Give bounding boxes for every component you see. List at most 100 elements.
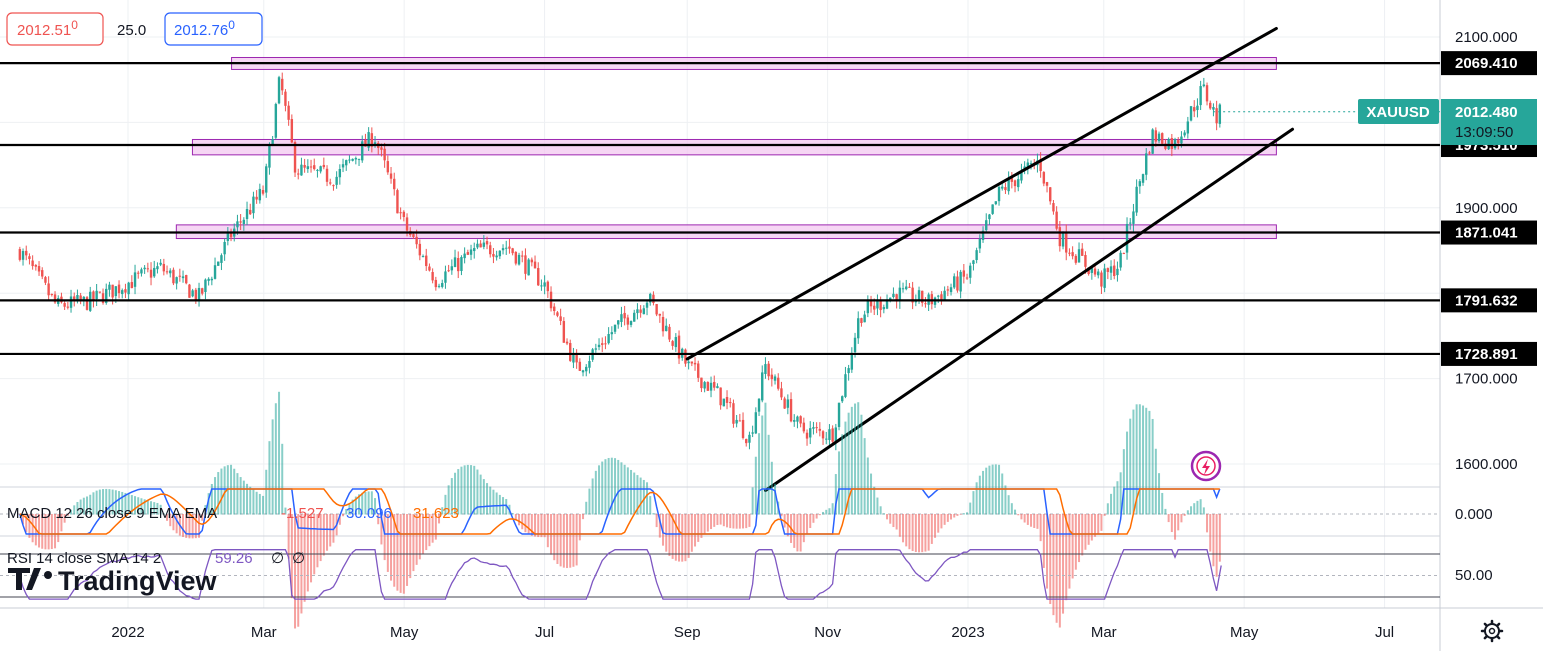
macd-pane — [0, 391, 1440, 629]
lightning-icon[interactable] — [1190, 450, 1222, 482]
candle-body — [482, 242, 486, 247]
candle-body — [658, 313, 662, 316]
candle-body — [866, 301, 870, 314]
candle-body — [1068, 252, 1071, 254]
candle-body — [1199, 86, 1202, 106]
macd-histogram-bar — [1158, 473, 1161, 515]
macd-histogram-bar — [1106, 503, 1109, 515]
candle-body — [201, 288, 204, 294]
macd-histogram-bar — [28, 514, 31, 538]
candle-body — [405, 217, 409, 231]
candle-body — [373, 142, 377, 146]
ask-box[interactable] — [164, 12, 263, 46]
candle-body — [453, 257, 457, 267]
candle-body — [473, 248, 476, 252]
macd-histogram-bar — [873, 486, 876, 515]
macd-histogram-bar — [143, 499, 146, 515]
candle-body — [553, 306, 556, 312]
candle-body — [645, 302, 649, 308]
candle-body — [1154, 130, 1158, 142]
macd-histogram-bar — [1135, 404, 1138, 515]
macd-histogram-bar — [310, 514, 313, 583]
macd-histogram-bar — [130, 495, 133, 515]
macd-histogram-bar — [614, 458, 617, 515]
bid-box[interactable] — [6, 12, 104, 46]
candle-body — [92, 291, 95, 301]
macd-histogram-bar — [524, 514, 527, 533]
macd-histogram-bar — [518, 514, 521, 526]
candle-body — [441, 283, 444, 287]
candle-body — [741, 419, 745, 438]
grid-lines — [0, 0, 1440, 608]
candle-body — [853, 337, 857, 353]
candle-body — [1202, 84, 1206, 87]
macd-histogram-bar — [329, 514, 332, 547]
candle-body — [1071, 252, 1074, 257]
candle-body — [668, 326, 671, 340]
macd-histogram-bar — [540, 514, 543, 538]
candle-body — [188, 284, 191, 298]
macd-histogram-bar — [140, 498, 143, 515]
macd-histogram-bar — [956, 514, 959, 516]
candle-body — [316, 169, 319, 171]
candle-body — [761, 372, 764, 401]
x-tick-label: Sep — [674, 624, 701, 641]
macd-histogram-bar — [1116, 481, 1119, 515]
macd-histogram-bar — [610, 457, 613, 515]
candle-body — [610, 332, 614, 335]
y-tick-label: 1700.000 — [1455, 371, 1518, 388]
x-tick-label: Mar — [1091, 624, 1117, 641]
candle-body — [953, 276, 956, 288]
signal-line — [19, 488, 1220, 535]
macd-histogram-bar — [559, 514, 562, 567]
macd-histogram-bar — [22, 514, 25, 525]
macd-histogram-bar — [882, 513, 885, 515]
macd-histogram-bar — [633, 472, 636, 515]
macd-histogram-bar — [207, 493, 210, 515]
macd-histogram-bar — [1068, 514, 1071, 589]
candle-body — [873, 305, 876, 310]
candle-body — [940, 294, 943, 301]
macd-histogram-bar — [841, 434, 844, 515]
macd-histogram-bar — [1154, 448, 1157, 515]
candle-body — [460, 257, 463, 271]
candle-body — [569, 343, 572, 361]
candle-body — [623, 312, 626, 319]
candle-body — [572, 354, 575, 363]
candle-body — [930, 294, 934, 305]
macd-histogram-bar — [655, 514, 658, 528]
candle-body — [748, 434, 751, 443]
macd-histogram-bar — [1110, 493, 1113, 515]
candle-body — [172, 269, 175, 284]
macd-histogram-bar — [742, 514, 745, 529]
candle-body — [703, 382, 706, 389]
macd-histogram-bar — [726, 514, 729, 528]
macd-histogram-bar — [562, 514, 565, 568]
candle-body — [1106, 268, 1110, 272]
candle-body — [601, 343, 604, 345]
candle-body — [943, 290, 946, 301]
candle-body — [85, 297, 89, 310]
macd-histogram-bar — [1062, 514, 1065, 614]
candle-body — [732, 403, 735, 424]
candle-body — [495, 255, 498, 258]
macd-histogram-bar — [457, 469, 460, 515]
candle-body — [1013, 180, 1017, 187]
candle-body — [1052, 203, 1055, 212]
candle-body — [249, 209, 252, 215]
macd-histogram-bar — [684, 514, 687, 562]
gear-icon[interactable] — [1480, 619, 1504, 643]
x-tick-label: 2023 — [951, 624, 984, 641]
candle-body — [1007, 178, 1010, 192]
macd-histogram-bar — [63, 514, 66, 523]
macd-histogram-bar — [351, 499, 354, 515]
macd-histogram-bar — [326, 514, 329, 551]
tradingview-logo-dot — [44, 571, 52, 579]
candle-body — [1084, 255, 1087, 267]
macd-histogram-bar — [857, 402, 860, 515]
macd-histogram-bar — [466, 464, 469, 515]
macd-histogram-bar — [735, 514, 738, 529]
candle-body — [639, 309, 642, 313]
macd-histogram-bar — [1010, 503, 1013, 515]
macd-histogram-bar — [1023, 514, 1026, 523]
